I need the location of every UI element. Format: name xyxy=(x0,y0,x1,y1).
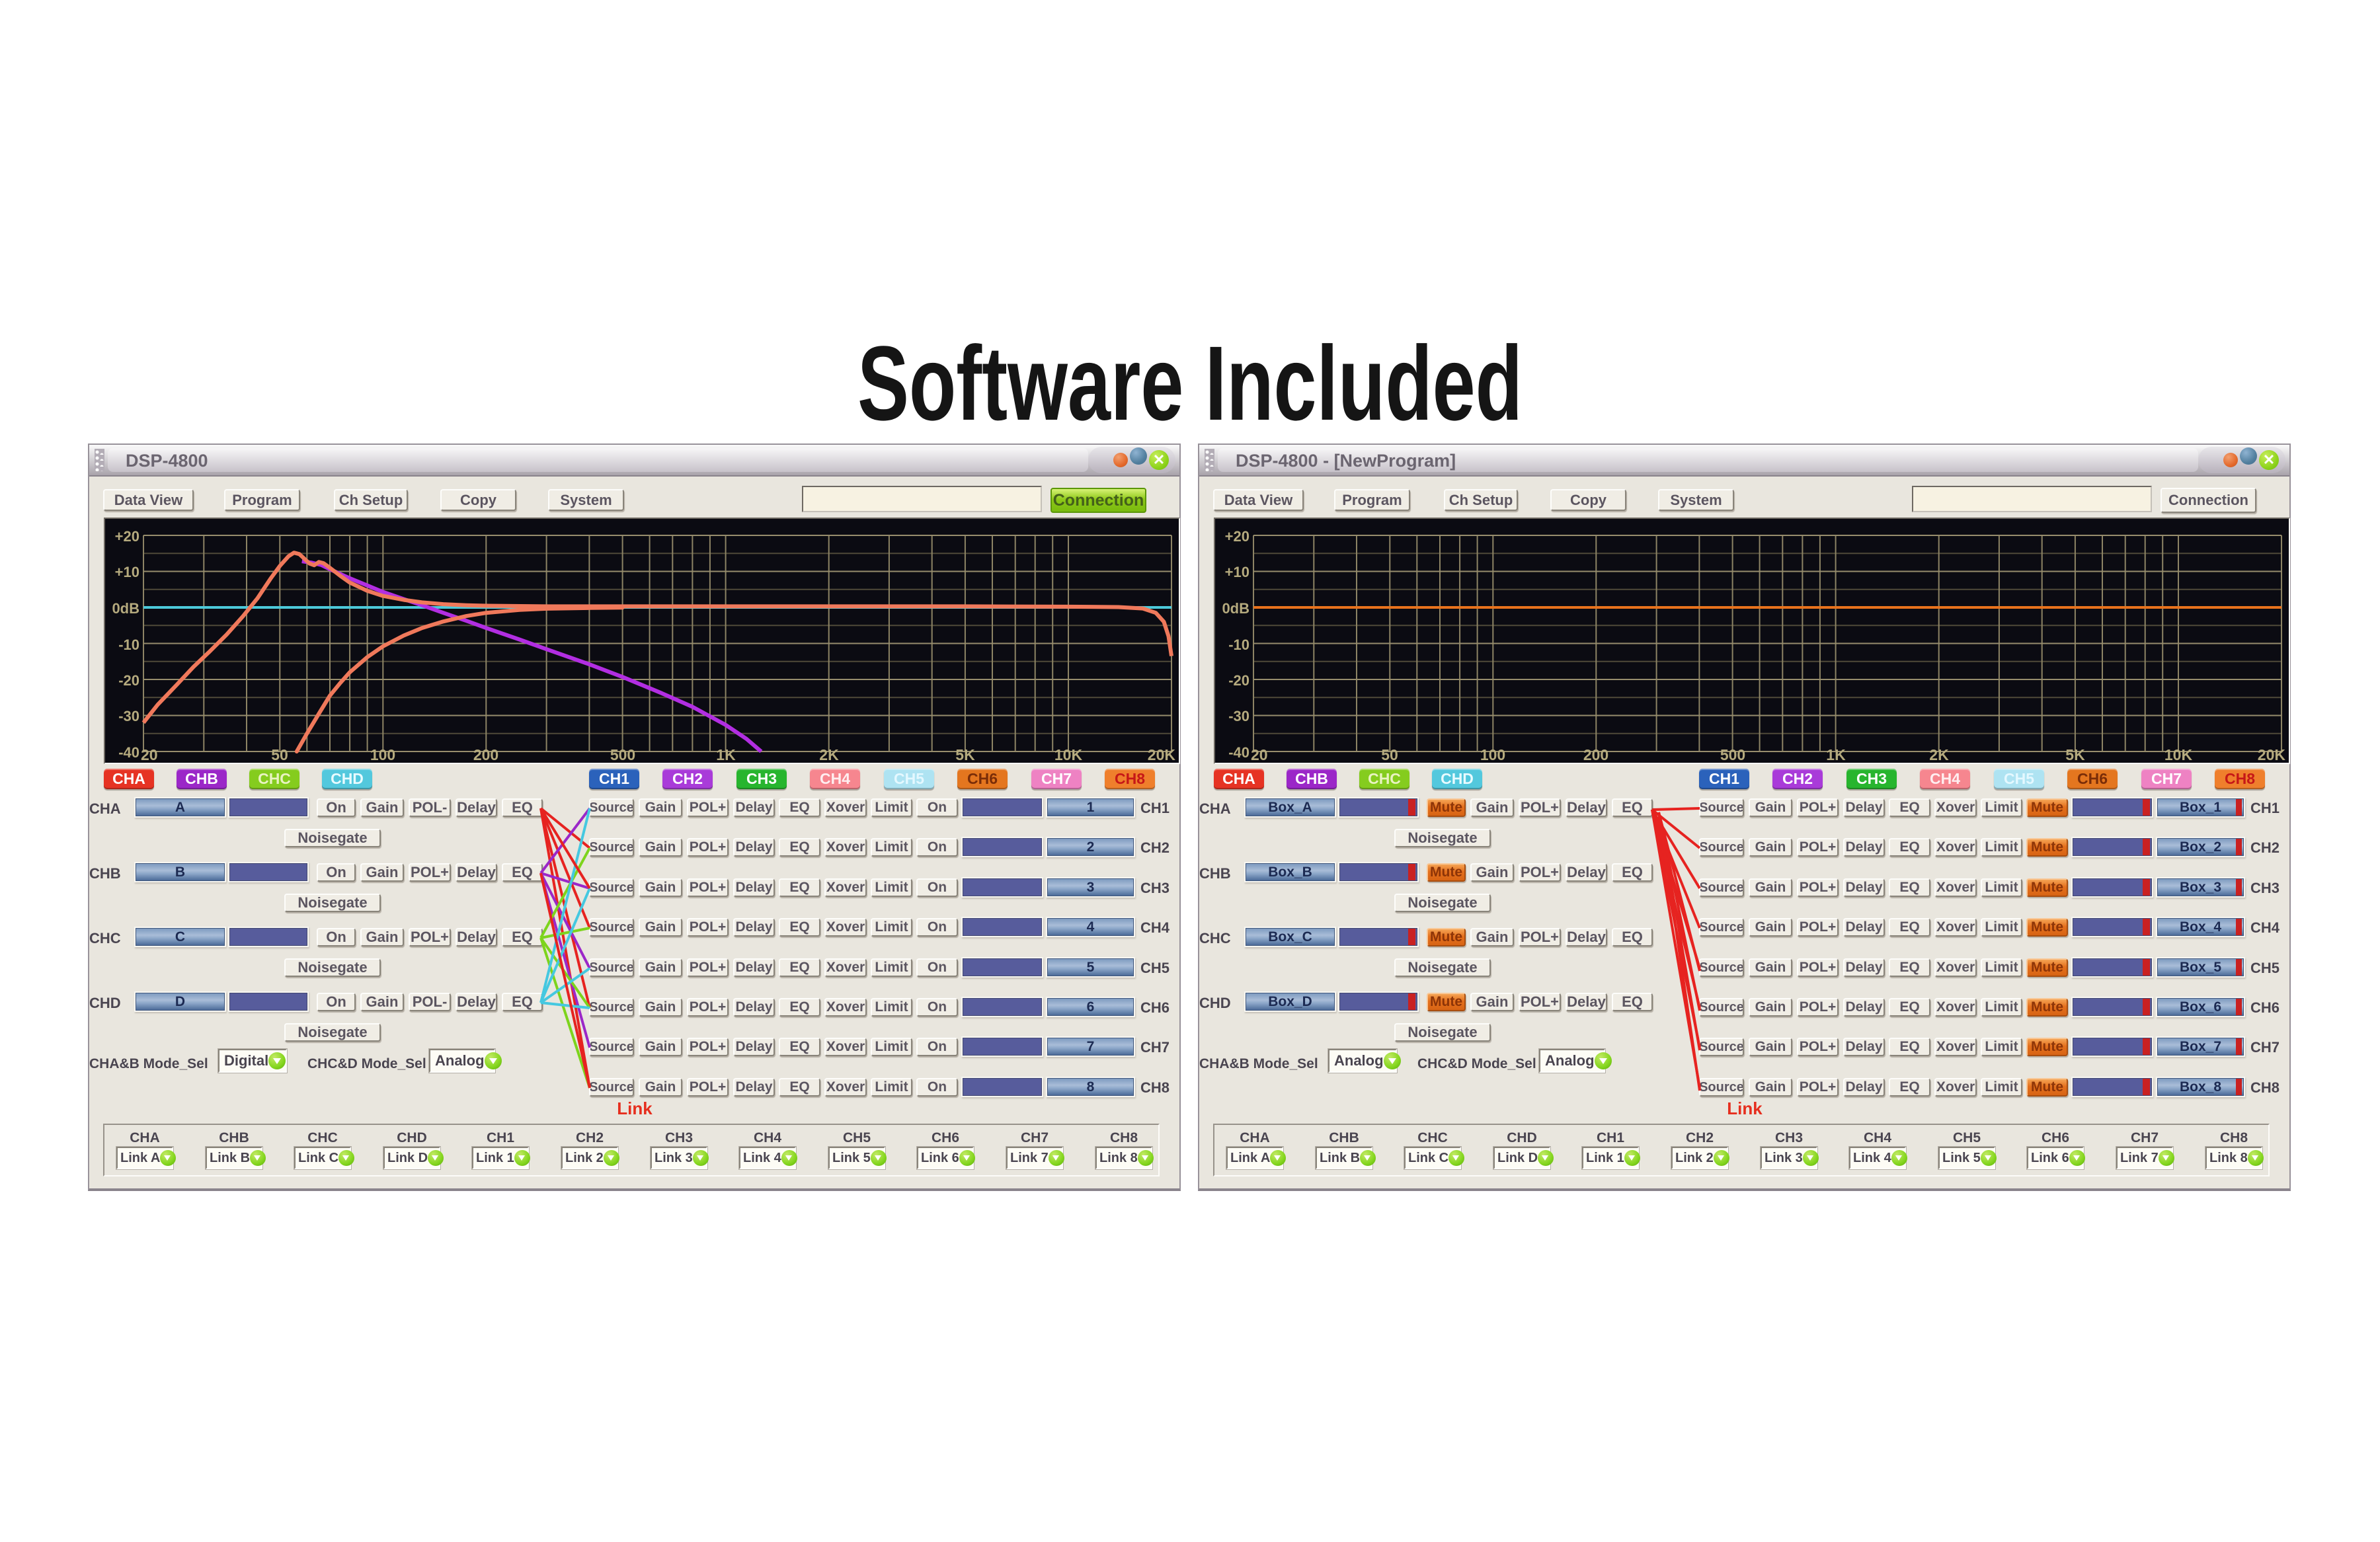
svg-text:-10: -10 xyxy=(1228,636,1250,653)
svg-text:5K: 5K xyxy=(2065,746,2085,763)
svg-text:50: 50 xyxy=(271,746,288,763)
svg-text:-20: -20 xyxy=(118,672,139,689)
svg-text:100: 100 xyxy=(1480,746,1505,763)
svg-text:+20: +20 xyxy=(1225,528,1250,545)
svg-text:2K: 2K xyxy=(819,746,839,763)
svg-text:-40: -40 xyxy=(118,744,139,761)
svg-text:50: 50 xyxy=(1381,746,1398,763)
svg-text:0dB: 0dB xyxy=(112,600,139,617)
svg-text:200: 200 xyxy=(1583,746,1608,763)
svg-text:1K: 1K xyxy=(1826,746,1846,763)
svg-text:20K: 20K xyxy=(2258,746,2286,763)
svg-text:20: 20 xyxy=(1251,746,1268,763)
svg-text:2K: 2K xyxy=(1929,746,1949,763)
svg-text:5K: 5K xyxy=(955,746,975,763)
svg-text:1K: 1K xyxy=(716,746,736,763)
svg-text:10K: 10K xyxy=(2164,746,2193,763)
svg-text:20: 20 xyxy=(141,746,158,763)
svg-text:+10: +10 xyxy=(1225,564,1250,580)
svg-text:20K: 20K xyxy=(1148,746,1176,763)
svg-text:-20: -20 xyxy=(1228,672,1250,689)
svg-text:0dB: 0dB xyxy=(1222,600,1250,617)
svg-text:-30: -30 xyxy=(1228,708,1250,724)
svg-text:10K: 10K xyxy=(1054,746,1083,763)
svg-text:500: 500 xyxy=(610,746,635,763)
svg-text:+10: +10 xyxy=(115,564,139,580)
svg-text:200: 200 xyxy=(473,746,498,763)
svg-text:-10: -10 xyxy=(118,636,139,653)
svg-text:500: 500 xyxy=(1720,746,1745,763)
svg-text:+20: +20 xyxy=(115,528,139,545)
svg-text:-40: -40 xyxy=(1228,744,1250,761)
svg-text:-30: -30 xyxy=(118,708,139,724)
svg-text:100: 100 xyxy=(370,746,395,763)
